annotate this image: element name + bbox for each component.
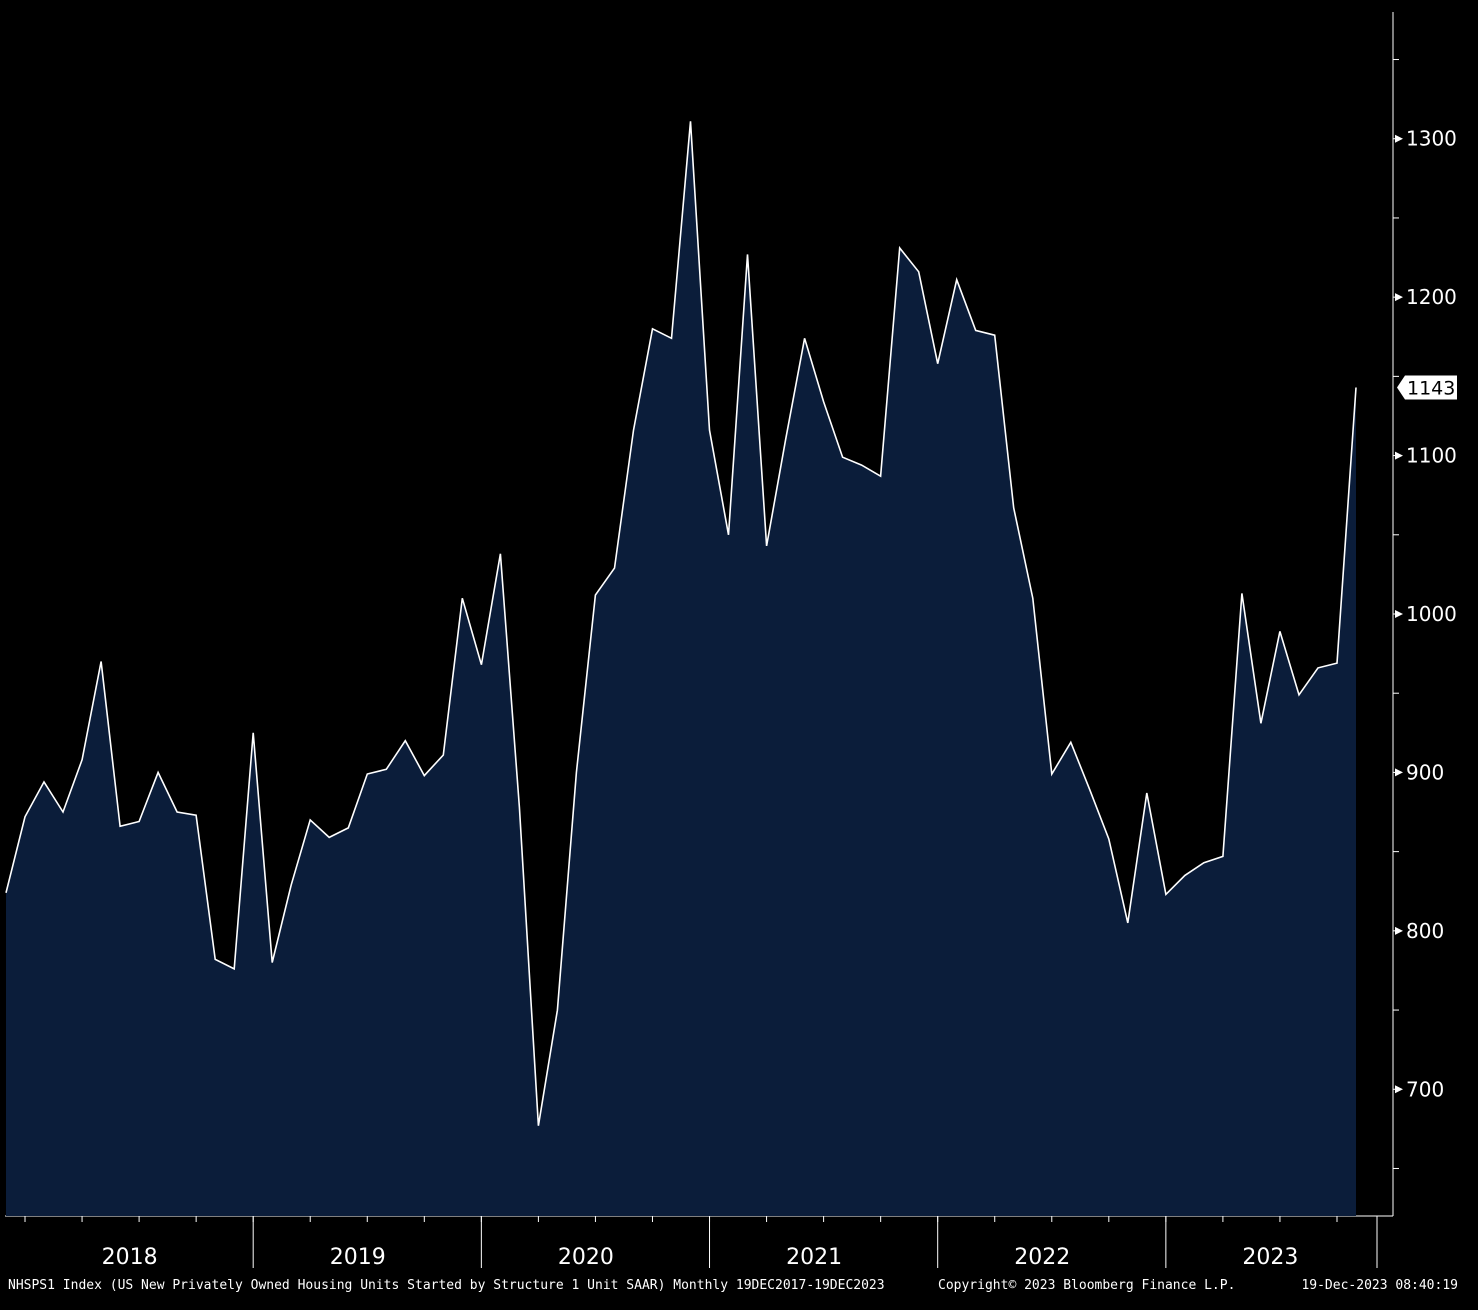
y-tick-label: 900 bbox=[1406, 760, 1444, 784]
last-value-label: 1143 bbox=[1407, 377, 1455, 399]
x-year-label: 2020 bbox=[558, 1245, 614, 1270]
footer-timestamp: 19-Dec-2023 08:40:19 bbox=[1301, 1278, 1458, 1293]
y-tick-arrow bbox=[1395, 134, 1403, 143]
x-year-label: 2019 bbox=[330, 1245, 386, 1270]
y-tick-label: 1100 bbox=[1406, 444, 1457, 468]
y-tick-arrow bbox=[1395, 610, 1403, 618]
footer: NHSPS1 Index (US New Privately Owned Hou… bbox=[8, 1278, 1458, 1293]
y-tick-label: 700 bbox=[1406, 1077, 1444, 1101]
y-tick-arrow bbox=[1395, 768, 1403, 777]
series-line bbox=[5, 121, 1357, 1126]
y-tick-arrow bbox=[1395, 1085, 1403, 1094]
x-year-label: 2023 bbox=[1242, 1245, 1298, 1270]
x-axis: 2018 2019 2020 2021 2022 2023 bbox=[24, 1216, 1378, 1270]
x-year-label: 2018 bbox=[102, 1245, 158, 1270]
x-year-label: 2022 bbox=[1014, 1245, 1070, 1270]
area-fill bbox=[6, 121, 1356, 1216]
x-year-label: 2021 bbox=[786, 1245, 842, 1270]
footer-copyright: Copyright© 2023 Bloomberg Finance L.P. bbox=[938, 1278, 1235, 1293]
y-tick-arrow bbox=[1395, 926, 1403, 935]
y-tick-label: 1200 bbox=[1406, 285, 1457, 309]
y-axis: 700 800 900 1000 1100 1200 1300 1143 bbox=[1392, 12, 1457, 1216]
last-value-box bbox=[1397, 375, 1457, 400]
y-tick-label: 1300 bbox=[1406, 127, 1457, 151]
footer-description: NHSPS1 Index (US New Privately Owned Hou… bbox=[8, 1278, 885, 1293]
y-tick-arrow bbox=[1395, 451, 1403, 460]
y-tick-arrow bbox=[1395, 293, 1403, 302]
y-tick-label: 800 bbox=[1406, 919, 1444, 943]
y-tick-label: 1000 bbox=[1406, 602, 1457, 626]
